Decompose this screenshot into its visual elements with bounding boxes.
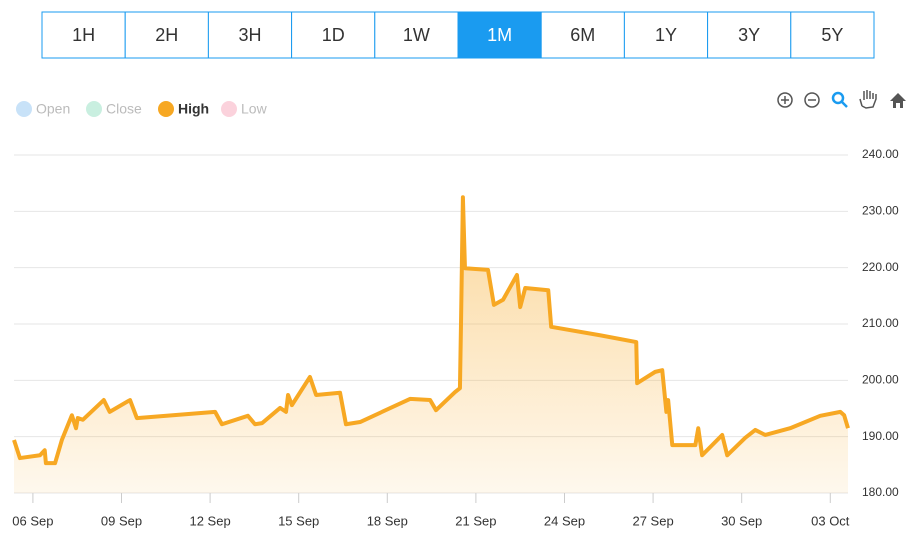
legend-label: Open — [36, 101, 70, 117]
y-tick-label: 230.00 — [862, 204, 899, 218]
zoom-out-icon[interactable] — [804, 92, 820, 108]
range-button-label[interactable]: 1H — [72, 25, 95, 45]
y-tick-label: 190.00 — [862, 429, 899, 443]
pan-icon[interactable] — [859, 90, 877, 109]
legend-label: High — [178, 101, 209, 117]
range-button[interactable] — [623, 11, 709, 59]
range-button[interactable] — [374, 11, 459, 59]
range-button-label[interactable]: 5Y — [821, 25, 843, 45]
range-button-label[interactable]: 1M — [487, 25, 512, 45]
legend-entry[interactable]: High — [158, 101, 209, 117]
range-button[interactable] — [707, 11, 792, 59]
area — [14, 197, 848, 493]
x-tick-label: 21 Sep — [455, 513, 496, 528]
range-button[interactable] — [790, 11, 875, 59]
legend-marker — [86, 101, 102, 117]
legend-marker — [16, 101, 32, 117]
x-tick-label: 03 Oct — [811, 513, 850, 528]
range-button[interactable] — [291, 11, 376, 59]
x-tick-label: 24 Sep — [544, 513, 585, 528]
range-button-label[interactable]: 1D — [322, 25, 345, 45]
x-tick-label: 18 Sep — [367, 513, 408, 528]
x-tick-label: 09 Sep — [101, 513, 142, 528]
x-tick-label: 15 Sep — [278, 513, 319, 528]
zoom-icon[interactable] — [831, 91, 848, 108]
y-tick-label: 240.00 — [862, 147, 899, 161]
y-tick-label: 180.00 — [862, 485, 899, 499]
y-tick-label: 220.00 — [862, 260, 899, 274]
x-tick-label: 12 Sep — [189, 513, 230, 528]
line — [12, 195, 850, 466]
range-button-label[interactable]: 3Y — [738, 25, 760, 45]
zoom-in-icon[interactable] — [777, 92, 793, 108]
range-button[interactable] — [41, 11, 126, 59]
legend-marker — [158, 101, 174, 117]
range-button-label[interactable]: 1W — [403, 25, 430, 45]
range-button[interactable] — [207, 11, 293, 59]
legend-entry[interactable]: Open — [16, 101, 70, 117]
legend-label: Close — [106, 101, 142, 117]
range-button-label[interactable]: 6M — [570, 25, 595, 45]
range-button-label[interactable]: 1Y — [655, 25, 677, 45]
range-button-label[interactable]: 2H — [155, 25, 178, 45]
range-button[interactable] — [540, 11, 625, 59]
y-tick-label: 200.00 — [862, 373, 899, 387]
range-button[interactable] — [457, 11, 542, 59]
legend-entry[interactable]: Close — [86, 101, 142, 117]
legend-label: Low — [241, 101, 268, 117]
x-tick-label: 27 Sep — [632, 513, 673, 528]
x-tick-label: 06 Sep — [12, 513, 53, 528]
home-icon[interactable] — [890, 93, 906, 108]
range-button-label[interactable]: 3H — [238, 25, 261, 45]
legend-entry[interactable]: Low — [221, 101, 268, 117]
legend-marker — [221, 101, 237, 117]
x-tick-label: 30 Sep — [721, 513, 762, 528]
y-tick-label: 210.00 — [862, 316, 899, 330]
